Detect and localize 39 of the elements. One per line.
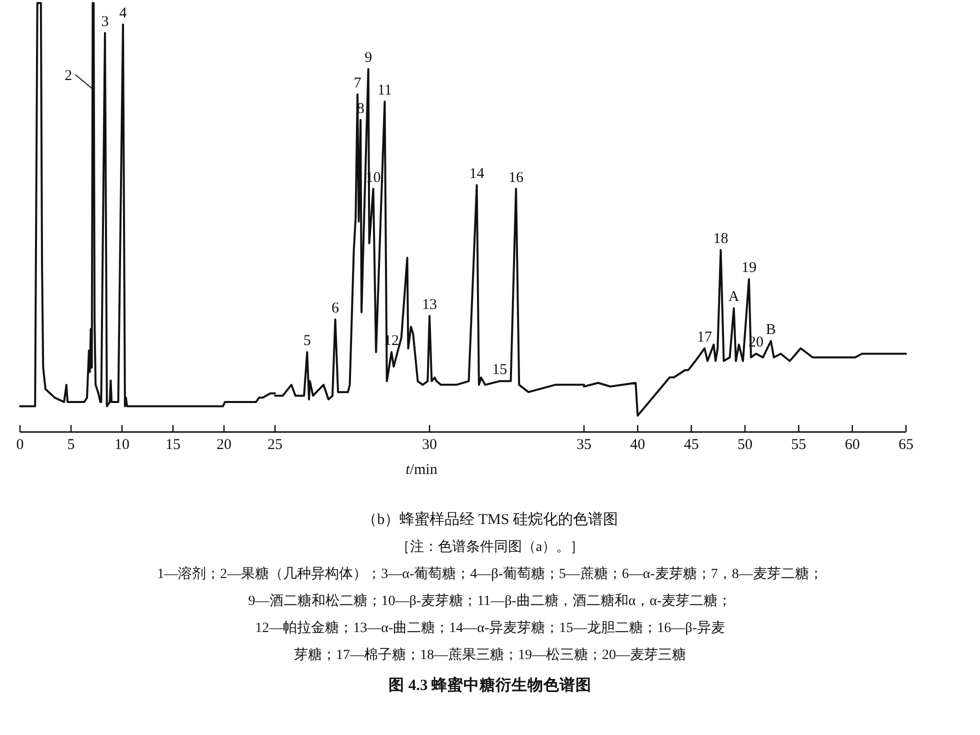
- annotation: 17: [697, 329, 713, 346]
- annotation: 6: [332, 300, 340, 316]
- x-tick-label: 45: [684, 437, 699, 453]
- annotation: 5: [303, 333, 311, 350]
- x-tick-label: 35: [576, 437, 592, 453]
- text: 图 4.3 蜂蜜中糖衍生物色谱图: [388, 675, 592, 694]
- x-tick-label: 50: [738, 437, 752, 453]
- annotation: 11: [377, 82, 392, 99]
- annotation: 9: [364, 50, 372, 66]
- annotation: 18: [713, 231, 728, 247]
- x-tick-label: 30: [422, 437, 437, 453]
- annotation: 3: [101, 14, 109, 30]
- x-tick-label: 15: [166, 437, 180, 453]
- x-tick-label: 55: [791, 437, 806, 453]
- text: 9—酒二糖和松二糖；10—β-麦芽糖；11—β-曲二糖，酒二糖和α，α-麦芽二糖；: [248, 593, 732, 609]
- annotation: 14: [469, 166, 485, 182]
- annotation: 16: [508, 170, 524, 186]
- text: 芽糖；17—棉子糖；18—蔗果三糖；19—松三糖；20—麦芽三糖: [294, 647, 686, 663]
- annotation: 15: [492, 362, 508, 378]
- x-tick-label: 5: [67, 437, 75, 453]
- annotation: B: [766, 322, 776, 338]
- annotation: 19: [741, 260, 756, 276]
- x-tick-label: 25: [268, 437, 282, 453]
- x-tick-label: 65: [898, 437, 914, 453]
- text: 1—溶剂；2—果糖（几种异构体）；3—α-葡萄糖；4—β-葡萄糖；5—蔗糖；6—α-麦芽糖；7，8—麦芽二糖；: [157, 566, 823, 582]
- text: （b）蜂蜜样品经 TMS 硅烷化的色谱图: [362, 511, 618, 528]
- x-tick-label: 20: [216, 437, 232, 453]
- x-tick-label: 10: [114, 437, 130, 453]
- text: 12—帕拉金糖；13—α-曲二糖；14—α-异麦芽糖；15—龙胆二糖；16—β-异麦: [255, 620, 725, 636]
- annotation: 7: [354, 75, 362, 92]
- text: ［注：色谱条件同图（a）。］: [396, 539, 584, 555]
- x-axis-title: t/min: [406, 462, 438, 478]
- annotation: 2: [64, 68, 72, 84]
- x-tick-label: 40: [630, 437, 646, 453]
- annotation: 13: [422, 296, 437, 313]
- annotation: A: [728, 289, 740, 306]
- annotation: 4: [119, 5, 128, 22]
- x-tick-label: 60: [844, 437, 860, 453]
- x-tick-label: 0: [16, 437, 24, 453]
